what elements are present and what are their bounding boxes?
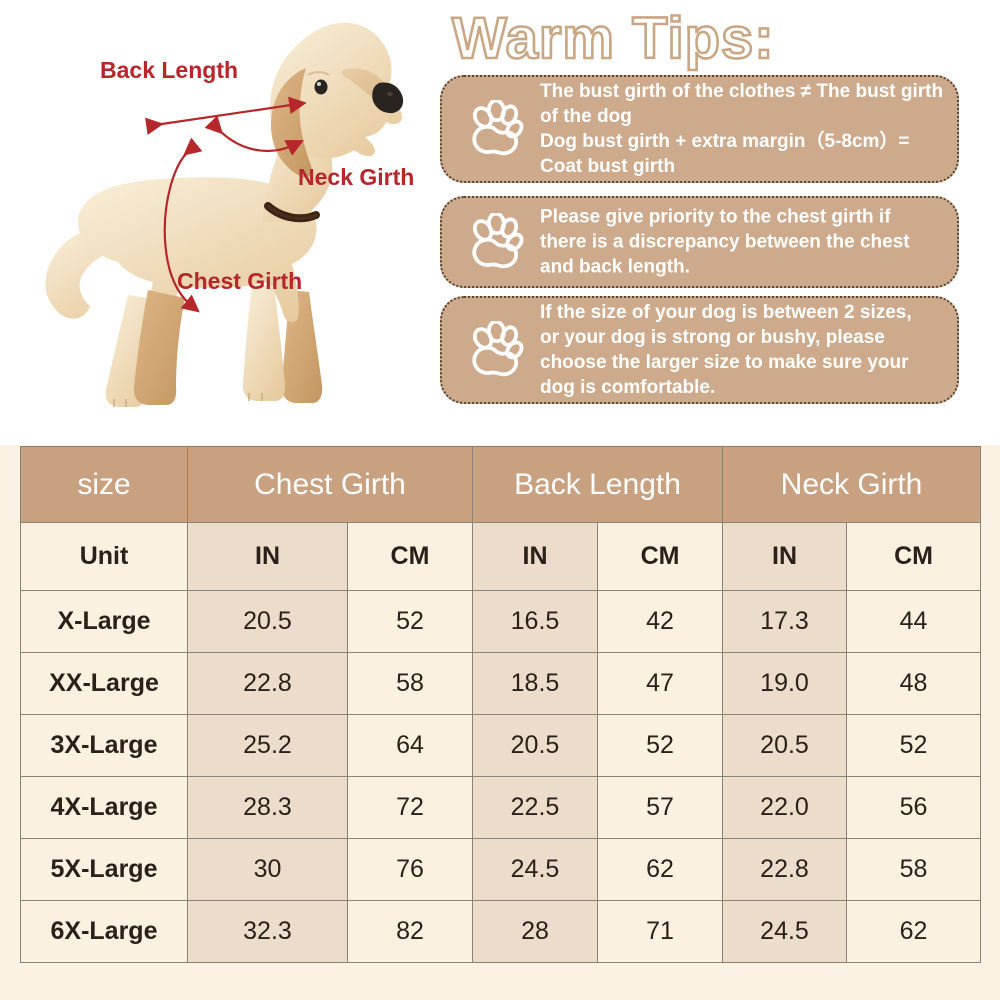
svg-text:Warm Tips:: Warm Tips: xyxy=(452,6,775,71)
svg-text:Neck Girth: Neck Girth xyxy=(298,164,414,190)
svg-text:Back Length: Back Length xyxy=(100,57,238,83)
svg-text:Chest Girth: Chest Girth xyxy=(177,268,302,294)
